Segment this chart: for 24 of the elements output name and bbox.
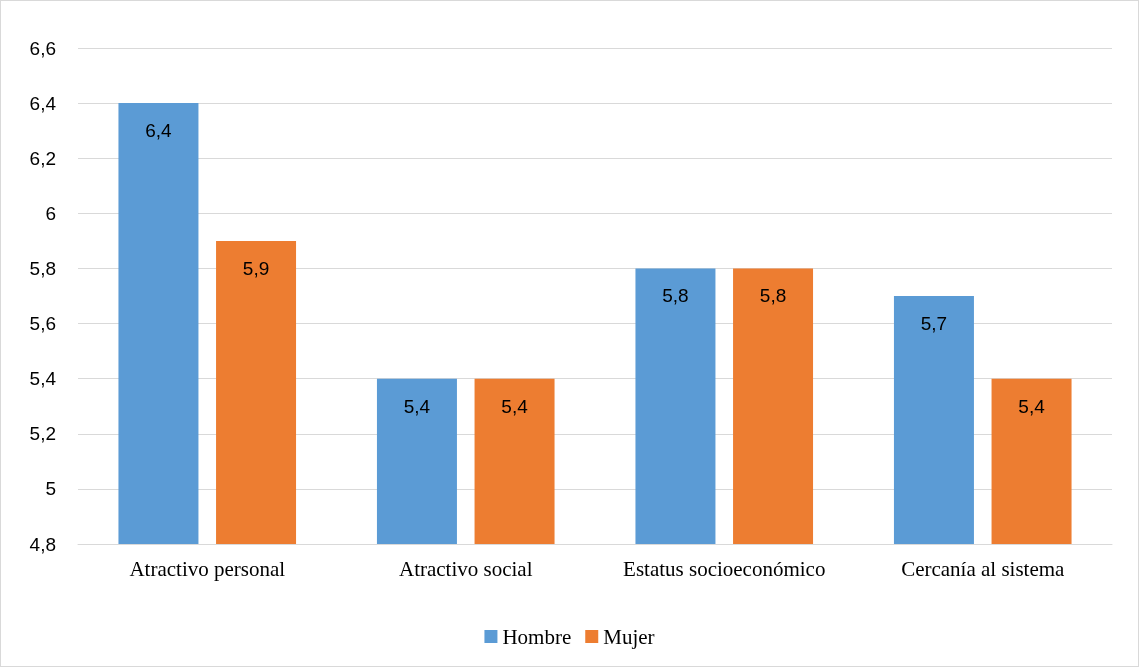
y-tick-label: 6: [45, 202, 56, 224]
y-tick-label: 6,4: [29, 92, 57, 114]
data-label: 5,9: [242, 257, 270, 279]
data-label: 5,8: [662, 285, 689, 307]
data-label: 5,4: [501, 395, 529, 417]
legend-label: Hombre: [502, 624, 572, 649]
data-label: 5,4: [1018, 395, 1046, 417]
x-tick-label: Cercanía al sistema: [901, 556, 1066, 581]
y-tick-label: 5,2: [29, 423, 56, 445]
y-tick-label: 4,8: [29, 533, 56, 555]
x-tick-label: Estatus socioeconómico: [623, 556, 826, 581]
x-tick-label: Atractivo personal: [129, 556, 286, 581]
data-label: 6,4: [145, 120, 173, 142]
data-label: 5,4: [403, 395, 431, 417]
y-tick-label: 6,6: [29, 37, 56, 59]
x-tick-label: Atractivo social: [398, 556, 533, 581]
y-tick-label: 5,6: [29, 313, 56, 335]
y-tick-label: 5,4: [29, 368, 57, 390]
data-label: 5,7: [920, 313, 948, 334]
y-tick-label: 5,8: [29, 257, 56, 279]
y-tick-label: 6,2: [29, 147, 56, 169]
y-tick-label: 5: [45, 478, 56, 500]
data-label: 5,8: [759, 285, 787, 307]
legend-label: Mujer: [603, 624, 655, 649]
